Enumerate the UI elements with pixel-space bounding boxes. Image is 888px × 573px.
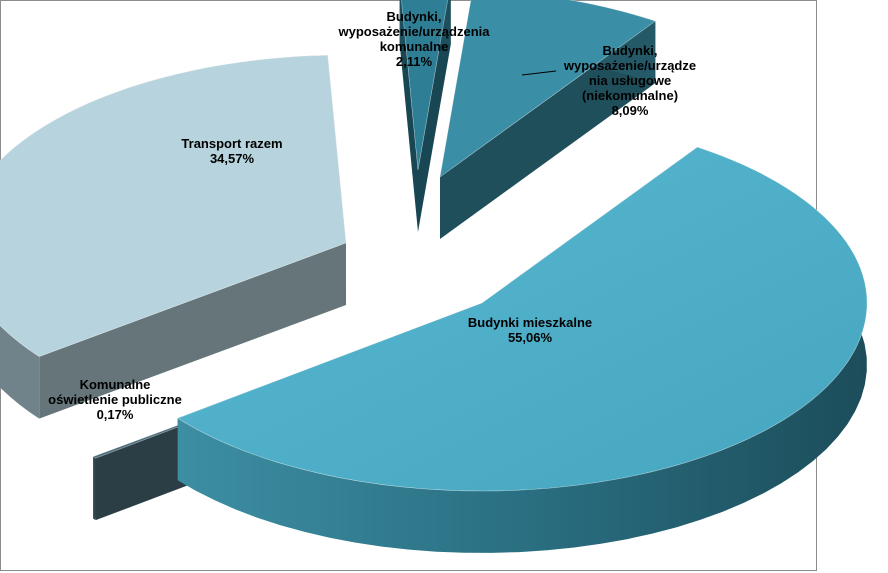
- pie-slice-rim: [177, 147, 867, 553]
- pie-slice-4: [439, 0, 656, 240]
- pie-slice-3: [399, 0, 451, 232]
- data-label-line: Budynki,: [603, 43, 658, 58]
- pie-slice-top: [401, 0, 449, 171]
- data-label-line: Budynki mieszkalne: [468, 315, 592, 330]
- pie-slice-top: [0, 54, 347, 357]
- pie-slice-wall: [39, 243, 347, 419]
- data-label-line: (niekomunalne): [582, 88, 678, 103]
- data-label-line: Transport razem: [181, 136, 282, 151]
- data-label-line: 55,06%: [508, 330, 553, 345]
- data-label-line: oświetlenie publiczne: [48, 392, 182, 407]
- data-label-line: nia usługowe: [589, 73, 671, 88]
- pie-slice-rim: [93, 456, 96, 521]
- data-label-line: Budynki,: [387, 9, 442, 24]
- data-label-2: Transport razem 34,57%: [181, 136, 282, 166]
- data-label-3: Budynki, wyposażenie/urządzenia komunalne 2…: [338, 9, 491, 69]
- pie-slice-top: [439, 0, 656, 178]
- pie-slice-2: [0, 54, 347, 419]
- pie-slice-wall: [440, 21, 656, 240]
- pie-slice-top: [177, 146, 868, 492]
- data-label-line: wyposażenie/urządzenia: [338, 24, 491, 39]
- data-label-line: wyposażenie/urządze: [563, 58, 696, 73]
- pie-slice-wall: [418, 0, 451, 232]
- pie-slice-0: [177, 146, 868, 553]
- data-label-4: Budynki, wyposażenie/urządze nia usługowe(…: [563, 43, 696, 118]
- data-label-line: 0,17%: [97, 407, 134, 422]
- data-label-0: Budynki mieszkalne 55,06%: [468, 315, 592, 345]
- data-label-line: komunalne: [380, 39, 449, 54]
- data-label-line: 2,11%: [396, 54, 433, 69]
- leader-line: [521, 70, 557, 76]
- pie-slice-wall: [399, 0, 418, 232]
- data-label-1: Komunalne oświetlenie publiczne 0,17%: [48, 377, 182, 422]
- data-label-line: 8,09%: [612, 103, 649, 118]
- data-label-line: 34,57%: [210, 151, 255, 166]
- data-label-line: Komunalne: [80, 377, 151, 392]
